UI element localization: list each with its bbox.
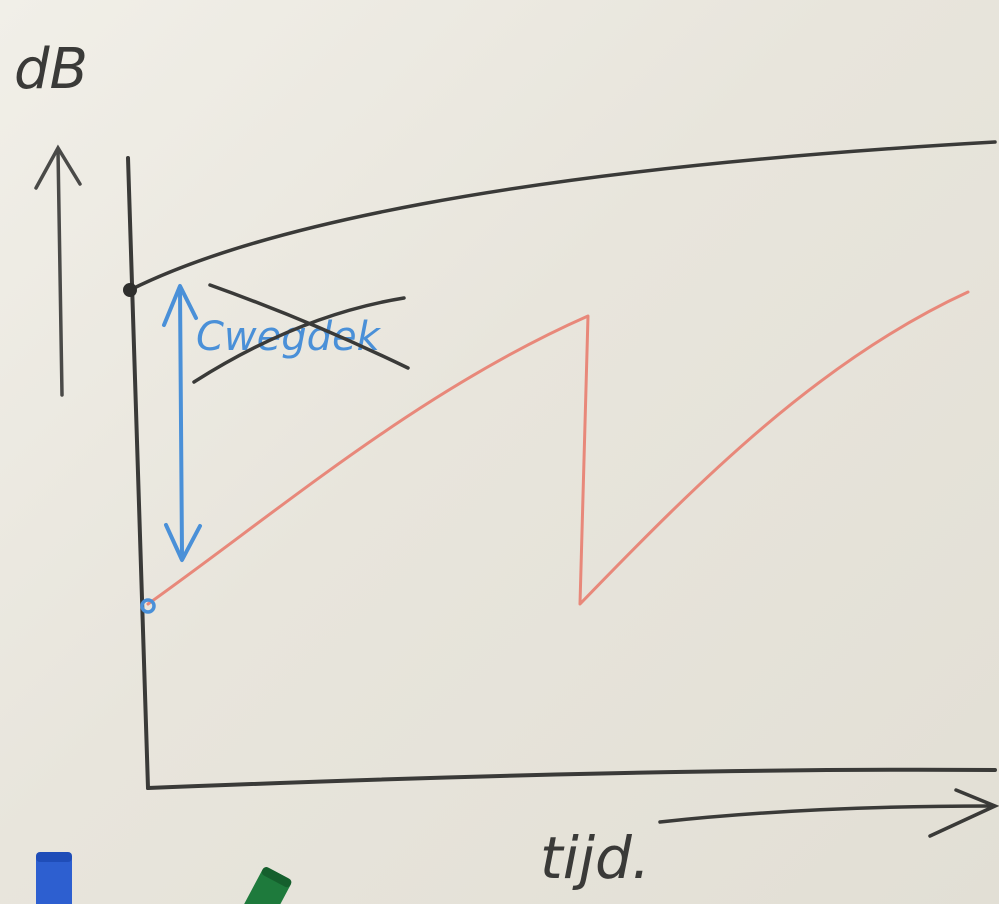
- cross-out-mark: [192, 283, 410, 384]
- upper-level-curve: [128, 140, 997, 292]
- green-marker-pen: [238, 867, 292, 904]
- upper-level-start-dot: [123, 283, 137, 297]
- y-axis-line: [126, 156, 150, 790]
- axes: [126, 156, 997, 790]
- x-axis-label: tijd.: [540, 824, 650, 892]
- red-sawtooth-curve: [146, 290, 970, 606]
- y-axis-unit-label: dB: [14, 37, 88, 102]
- blue-double-arrow: [162, 284, 202, 562]
- y-axis-arrow: [34, 144, 82, 397]
- annotation-label: Cwegdek: [196, 314, 382, 360]
- blue-marker-pen: [36, 852, 72, 904]
- x-axis-arrow: [658, 788, 999, 838]
- lower-level-start-dot: [140, 598, 156, 614]
- x-axis-line: [146, 767, 997, 790]
